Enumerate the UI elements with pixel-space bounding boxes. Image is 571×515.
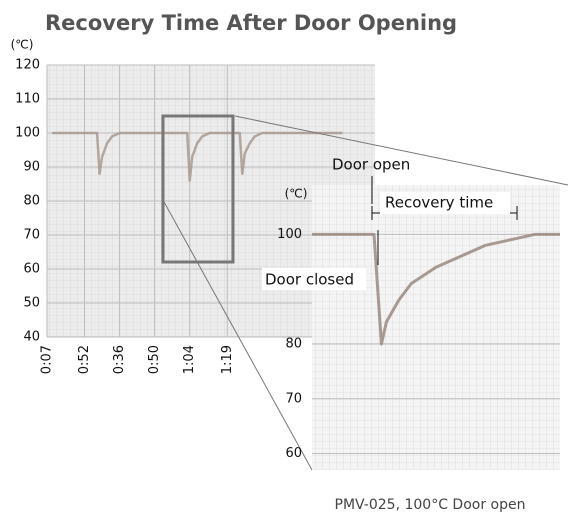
annotation: Recovery time (385, 194, 493, 212)
caption: PMV-025, 100°C Door open (335, 497, 526, 513)
y-unit: (℃) (11, 38, 34, 52)
y-tick-label: 60 (23, 262, 40, 277)
annotation: Door closed (265, 271, 354, 289)
y-unit: (℃) (285, 187, 308, 201)
y-tick-label: 90 (23, 160, 40, 175)
chart-title: Recovery Time After Door Opening (45, 11, 457, 35)
y-tick-label: 70 (23, 228, 40, 243)
y-tick-label: 40 (23, 330, 40, 345)
y-tick-label: 50 (23, 296, 40, 311)
y-tick-label: 80 (23, 194, 40, 209)
x-tick-label: 0:52 (77, 345, 92, 374)
y-tick-label: 100 (277, 227, 302, 242)
annotation: Door open (332, 156, 410, 174)
x-tick-label: 0:50 (147, 345, 162, 374)
y-tick-label: 80 (285, 336, 302, 351)
x-tick-label: 0:36 (112, 345, 127, 374)
x-tick-label: 0:07 (40, 345, 55, 374)
inset-grid (312, 185, 560, 470)
y-tick-label: 100 (15, 126, 40, 141)
y-tick-label: 60 (285, 446, 302, 461)
x-tick-label: 1:19 (220, 345, 235, 374)
y-tick-label: 70 (285, 391, 302, 406)
y-tick-label: 110 (15, 92, 40, 107)
x-tick-label: 1:04 (182, 345, 197, 374)
chart: Recovery Time After Door Opening 40 50 60 7… (0, 0, 571, 515)
y-tick-label: 120 (15, 58, 40, 73)
